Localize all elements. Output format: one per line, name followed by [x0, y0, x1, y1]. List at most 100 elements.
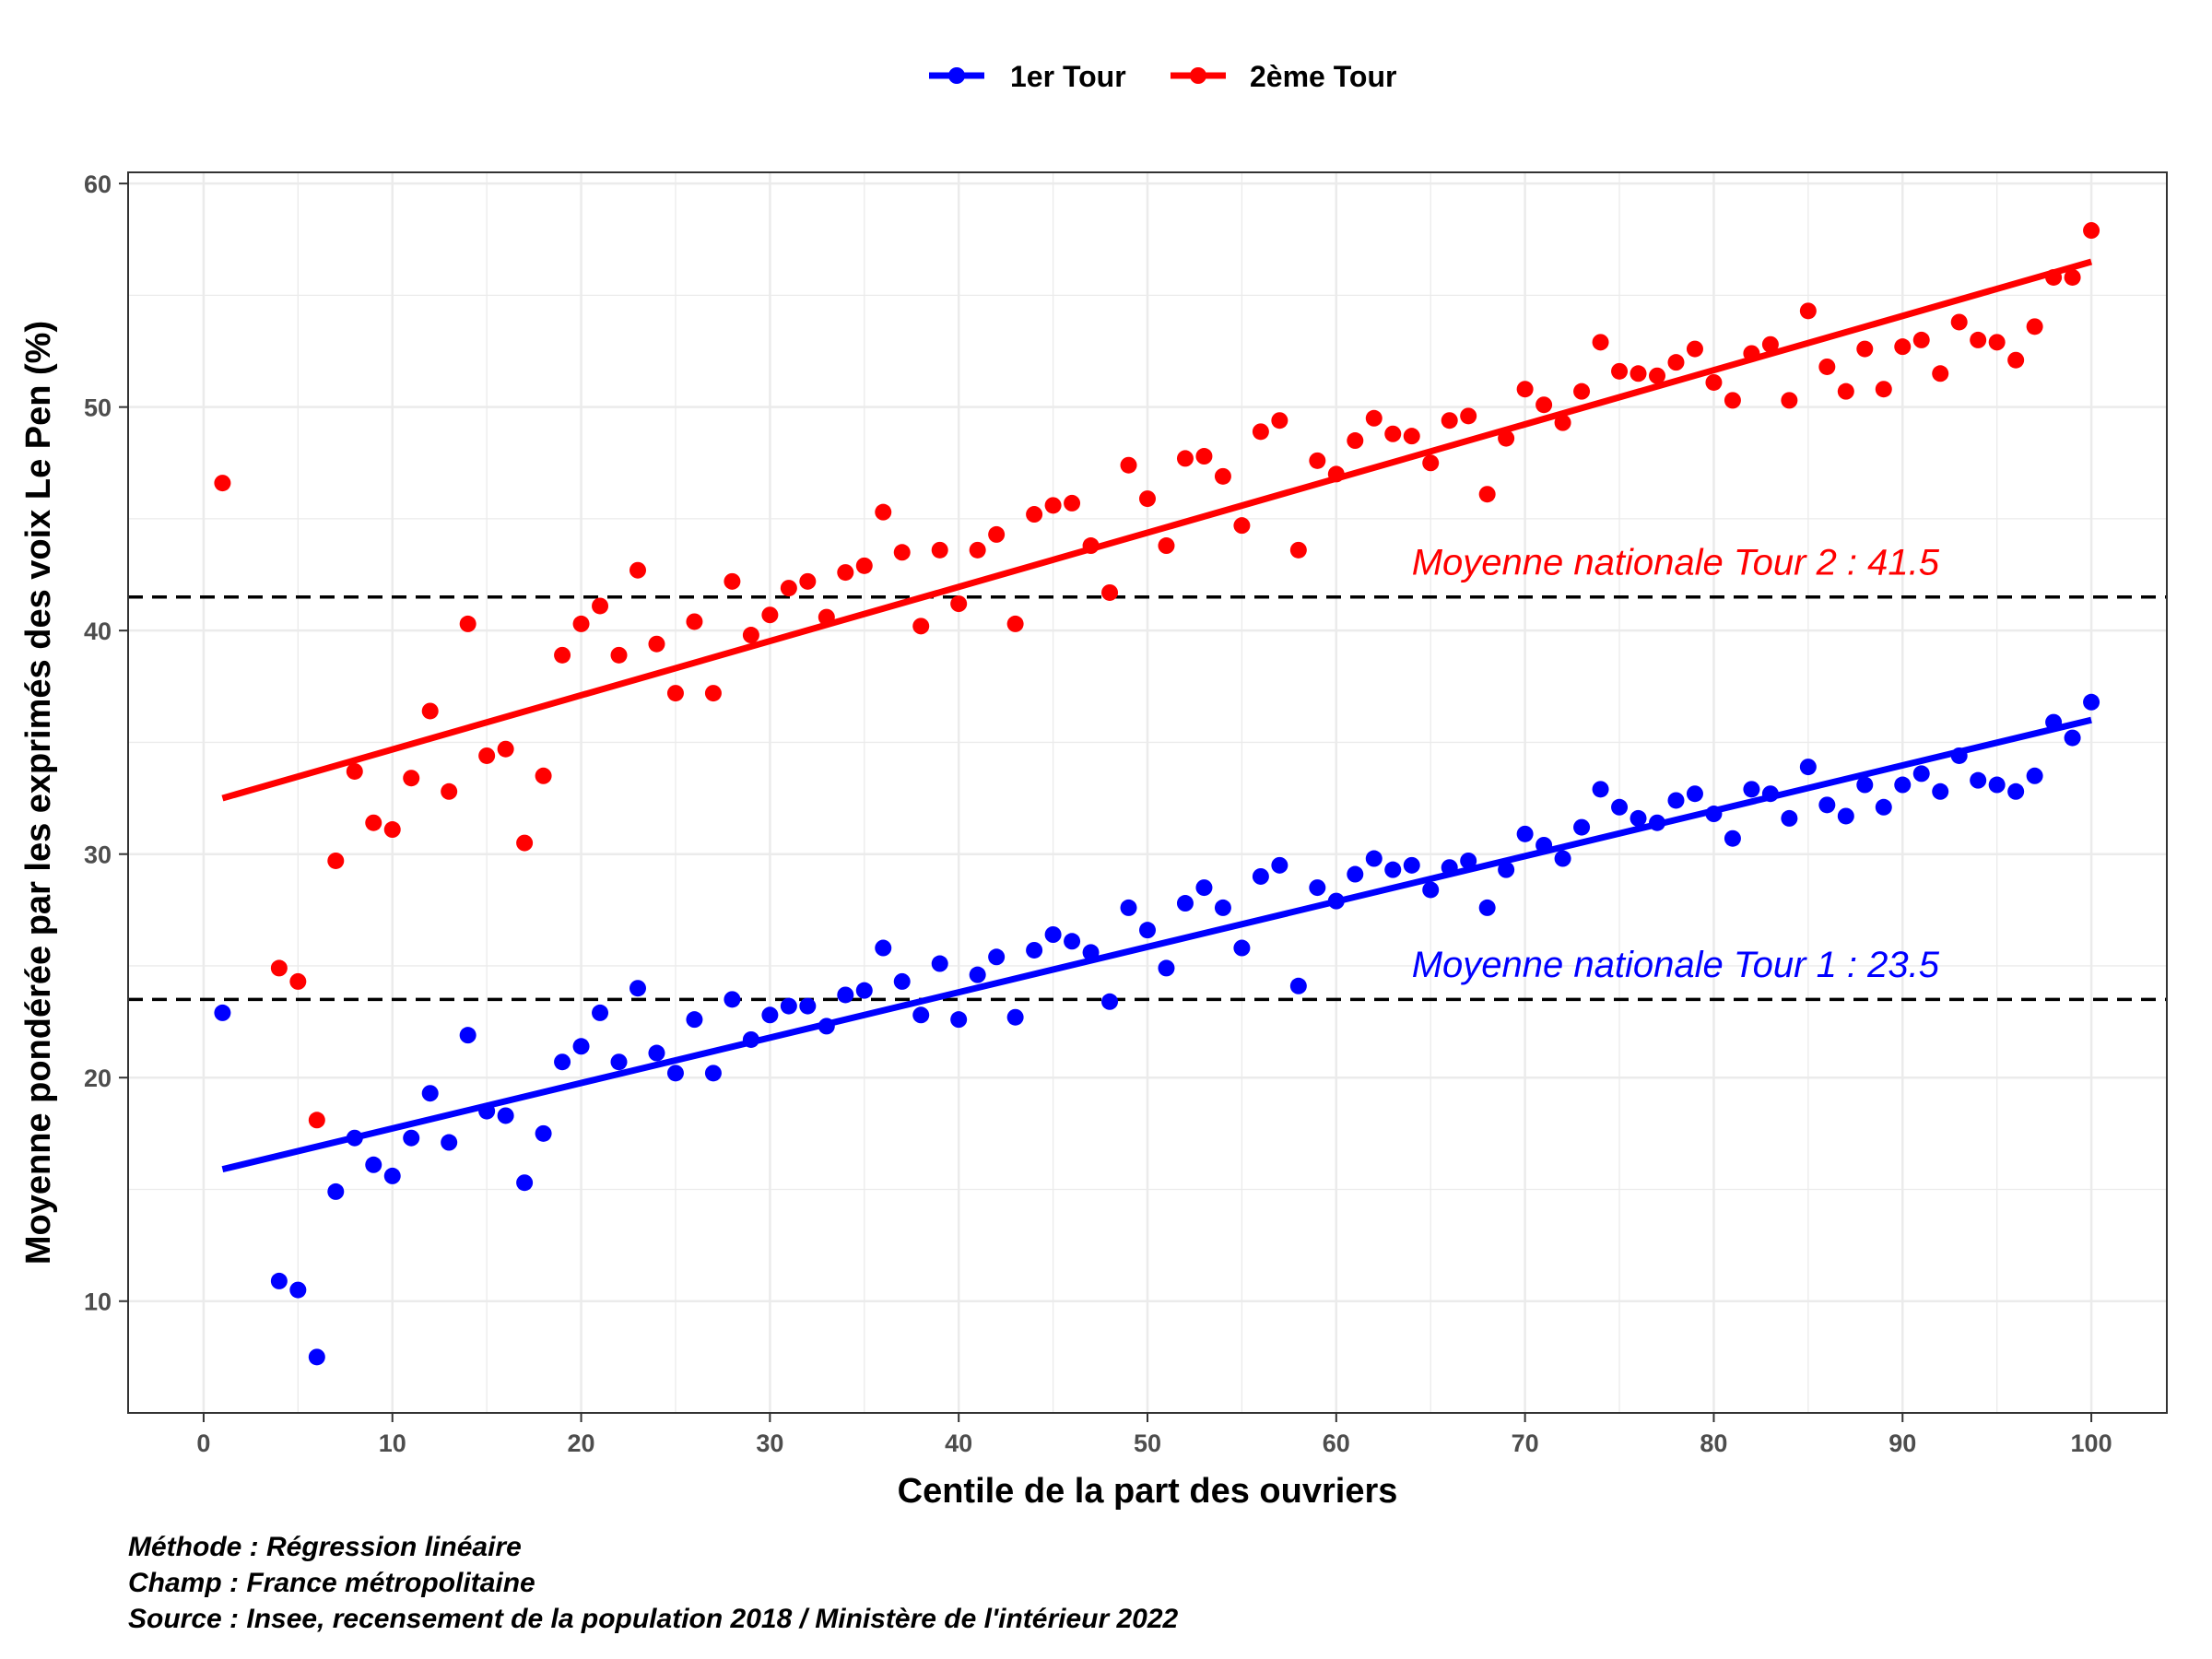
data-point-series-0 — [2083, 693, 2100, 711]
legend: 1er Tour 2ème Tour — [929, 60, 1396, 93]
data-point-series-1 — [478, 747, 496, 764]
data-point-series-1 — [403, 770, 420, 787]
data-point-series-1 — [2007, 351, 2025, 369]
data-point-series-0 — [1006, 1008, 1024, 1026]
data-point-series-0 — [2045, 713, 2063, 731]
data-point-series-1 — [1781, 392, 1798, 409]
data-point-series-0 — [1158, 959, 1175, 977]
data-point-series-0 — [1082, 944, 1100, 961]
caption: Méthode : Régression linéaire Champ : Fr… — [128, 1532, 1179, 1634]
data-point-series-1 — [1932, 365, 1949, 382]
data-point-series-1 — [1006, 615, 1024, 632]
x-tick-label: 30 — [756, 1430, 783, 1457]
data-point-series-0 — [1403, 856, 1420, 874]
data-point-series-1 — [1912, 331, 1930, 348]
data-point-series-1 — [1252, 423, 1269, 441]
data-point-series-0 — [421, 1085, 439, 1102]
data-point-series-1 — [969, 541, 986, 559]
data-point-series-0 — [1044, 926, 1062, 944]
data-point-series-1 — [1233, 517, 1251, 535]
data-point-series-1 — [1630, 365, 1647, 382]
data-point-series-0 — [403, 1129, 420, 1147]
data-point-series-0 — [535, 1124, 552, 1142]
data-point-series-1 — [1026, 506, 1043, 524]
data-point-series-0 — [441, 1134, 458, 1151]
data-point-series-0 — [554, 1053, 571, 1071]
data-point-series-0 — [1950, 747, 1968, 764]
data-point-series-0 — [1064, 933, 1081, 950]
grid — [128, 172, 2167, 1413]
data-point-series-1 — [592, 597, 609, 615]
data-point-series-0 — [875, 939, 892, 957]
data-point-series-0 — [1271, 856, 1288, 874]
data-point-series-0 — [1460, 852, 1477, 869]
data-point-series-0 — [346, 1129, 363, 1147]
data-point-series-0 — [1120, 899, 1137, 916]
data-point-series-1 — [2083, 222, 2100, 240]
data-point-series-0 — [516, 1174, 534, 1192]
data-point-series-1 — [289, 972, 307, 990]
data-point-series-1 — [1724, 392, 1741, 409]
data-point-series-0 — [610, 1053, 628, 1071]
data-point-series-1 — [1120, 456, 1137, 474]
data-point-series-1 — [1667, 354, 1685, 371]
data-point-series-0 — [1252, 867, 1269, 885]
data-point-series-1 — [1176, 450, 1194, 467]
data-point-series-1 — [270, 959, 288, 977]
data-point-series-0 — [761, 1006, 779, 1024]
data-point-series-1 — [1327, 465, 1345, 483]
data-point-series-1 — [742, 627, 759, 644]
data-point-series-0 — [1498, 861, 1515, 878]
data-point-series-1 — [855, 557, 873, 574]
data-point-series-0 — [1686, 785, 1703, 803]
data-point-series-1 — [1365, 409, 1382, 427]
data-point-series-1 — [214, 475, 231, 492]
data-point-series-0 — [1856, 776, 1874, 794]
regression-lines — [221, 258, 2093, 1173]
data-point-series-1 — [2064, 268, 2081, 286]
data-point-series-1 — [1158, 537, 1175, 555]
data-point-series-0 — [1649, 814, 1665, 831]
data-point-series-1 — [1195, 448, 1213, 465]
annotation-tour-2: Moyenne nationale Tour 2 : 41.5 — [1412, 543, 1940, 583]
data-point-series-1 — [1498, 429, 1515, 447]
caption-scope: Champ : France métropolitaine — [128, 1568, 535, 1598]
y-tick-label: 50 — [84, 394, 112, 422]
data-point-series-0 — [1327, 892, 1345, 910]
data-point-series-1 — [497, 740, 514, 758]
data-point-series-0 — [1347, 865, 1364, 883]
data-point-series-1 — [1309, 452, 1326, 469]
caption-source: Source : Insee, recensement de la popula… — [128, 1604, 1179, 1634]
data-point-series-0 — [1818, 796, 1836, 814]
data-point-series-1 — [1535, 396, 1553, 414]
data-point-series-0 — [572, 1038, 590, 1055]
x-tick-label: 80 — [1700, 1430, 1727, 1457]
data-point-series-0 — [327, 1182, 345, 1200]
data-point-series-1 — [2026, 318, 2043, 335]
x-axis-title: Centile de la part des ouvriers — [898, 1472, 1398, 1511]
data-point-series-1 — [1554, 414, 1571, 431]
data-point-series-0 — [1176, 895, 1194, 912]
data-point-series-0 — [1573, 818, 1591, 836]
data-point-series-1 — [383, 821, 401, 839]
reference-lines — [128, 595, 2167, 1002]
data-point-series-0 — [1781, 809, 1798, 827]
data-point-series-0 — [1516, 825, 1534, 842]
data-point-series-0 — [2064, 729, 2081, 747]
data-point-series-1 — [1649, 367, 1665, 384]
x-tick-label: 90 — [1888, 1430, 1916, 1457]
data-point-series-0 — [214, 1004, 231, 1021]
data-point-series-1 — [686, 613, 703, 630]
data-point-series-1 — [1856, 340, 1874, 358]
data-point-series-1 — [780, 580, 797, 597]
data-point-series-1 — [724, 572, 741, 590]
data-point-series-1 — [1799, 302, 1817, 320]
data-point-series-1 — [1970, 331, 1987, 348]
data-point-series-1 — [554, 646, 571, 664]
data-point-series-1 — [1611, 362, 1629, 380]
data-point-series-1 — [1686, 340, 1703, 358]
data-point-series-0 — [1422, 881, 1440, 899]
data-point-series-1 — [912, 618, 930, 635]
data-point-series-1 — [459, 615, 477, 632]
